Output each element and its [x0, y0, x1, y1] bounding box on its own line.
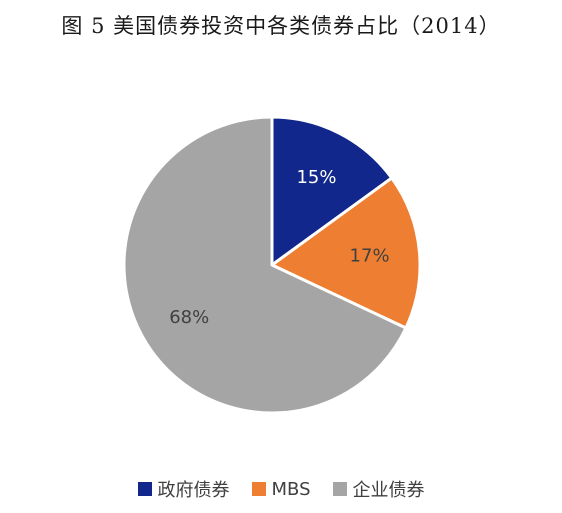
chart-title: 图 5 美国债券投资中各类债券占比（2014） — [61, 14, 501, 38]
legend-label-government-bonds: 政府债券 — [157, 480, 230, 501]
legend-label-mbs: MBS — [271, 478, 311, 500]
pie-label-corporate-bonds: 68% — [169, 307, 209, 328]
legend-swatch-government-bonds — [137, 482, 152, 496]
pie-slice-government-bonds — [270, 115, 394, 267]
legend-label-corporate-bonds: 企业债券 — [352, 480, 425, 501]
legend-swatch-mbs — [251, 482, 266, 496]
pie-slices — [122, 115, 422, 415]
legend-item-government-bonds: 政府债券 — [137, 476, 230, 502]
pie-slice-labels: 15% 17% 68% — [169, 167, 389, 328]
pie-label-government-bonds: 15% — [296, 167, 336, 188]
pie-label-mbs: 17% — [350, 245, 390, 266]
legend-item-corporate-bonds: 企业债券 — [332, 476, 425, 502]
pie-slice-mbs — [270, 176, 422, 330]
legend-swatch-corporate-bonds — [332, 482, 347, 496]
pie-chart: 15% 17% 68% — [122, 115, 422, 415]
legend-item-mbs: MBS — [251, 478, 311, 500]
legend: 政府债券 MBS 企业债券 — [0, 476, 562, 502]
pie-slice-corporate-bonds — [122, 115, 408, 415]
